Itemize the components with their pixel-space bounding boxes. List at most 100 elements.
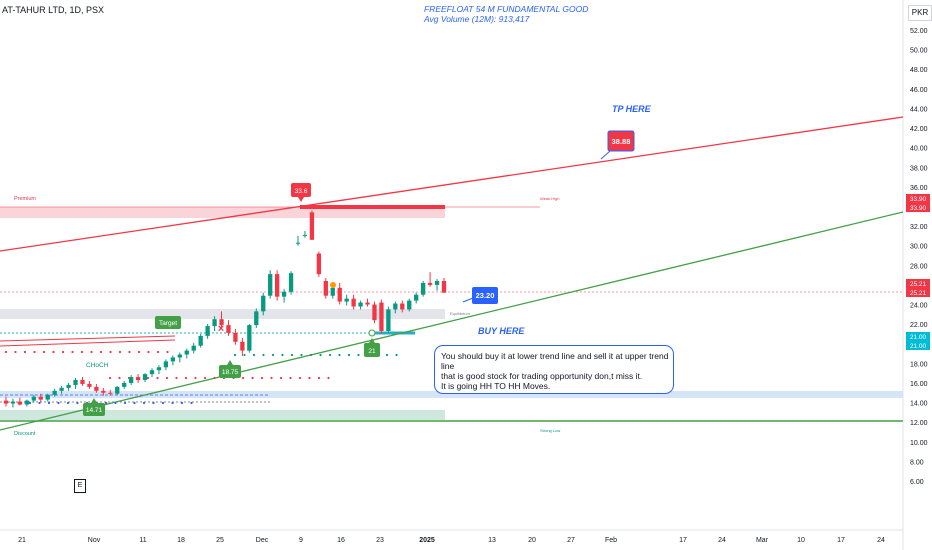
discount-label: Discount <box>14 431 36 437</box>
candle-body <box>38 396 43 400</box>
price-badge-label: 33.90 <box>910 205 927 212</box>
time-tick-label: 11 <box>139 537 146 544</box>
time-tick-label: 18 <box>177 537 185 544</box>
marker-dot <box>243 353 246 357</box>
marker-dot <box>338 353 341 357</box>
candle-body <box>351 298 356 307</box>
marker-dot <box>395 353 398 357</box>
candle-body <box>372 304 377 321</box>
callout-38-88[interactable]: 38.88 <box>600 130 635 160</box>
candle-body <box>177 354 182 358</box>
candle-body <box>73 380 78 385</box>
time-tick-label: 17 <box>679 537 687 544</box>
time-tick-label: Nov <box>88 537 101 544</box>
equilibrium-zone <box>0 309 445 319</box>
buy-point <box>368 329 376 337</box>
price-badge-label: 21.00 <box>910 343 927 350</box>
marker-dot <box>289 376 292 380</box>
choch-label: CHoCH <box>86 362 109 369</box>
earnings-marker[interactable]: E <box>74 479 86 493</box>
candle-body <box>323 280 328 296</box>
marker-dot <box>166 350 169 354</box>
price-tick-label: 40.00 <box>910 146 928 153</box>
marker-dot <box>66 401 70 405</box>
price-badge <box>906 279 930 288</box>
candle-body <box>66 384 71 388</box>
candle-body <box>170 357 176 362</box>
price-tick-label: 44.00 <box>910 106 928 113</box>
ticker-title: AT-TAHUR LTD, 1D, PSX <box>2 5 105 15</box>
candle-body <box>240 341 245 351</box>
svg-text:Target: Target <box>159 320 177 327</box>
marker-dot <box>147 350 150 354</box>
candle-body <box>59 387 64 391</box>
marker-dot <box>262 353 265 357</box>
candle-body <box>212 319 217 327</box>
marker-dot <box>114 401 117 405</box>
marker-dot <box>317 376 321 380</box>
candle-body <box>226 325 231 333</box>
price-badge <box>906 341 930 350</box>
candle-body <box>254 311 259 326</box>
candle-body <box>115 386 120 394</box>
marker-dot <box>38 401 41 405</box>
candle-body <box>420 282 426 295</box>
candle-body <box>358 302 363 307</box>
equilibrium-label: Equilibrium <box>450 311 470 316</box>
callout-23-20[interactable]: 23.20 <box>462 287 498 304</box>
marker-dot <box>109 350 112 354</box>
candle-body <box>344 298 349 302</box>
marker-dot <box>233 353 237 357</box>
marker-dot <box>281 353 284 357</box>
price-tick-label: 10.00 <box>910 440 928 447</box>
marker-dot <box>61 350 65 354</box>
marker-dot <box>33 350 36 354</box>
marker-dot <box>118 350 122 354</box>
svg-text:18.75: 18.75 <box>222 369 239 376</box>
price-badge-label: 25.21 <box>910 281 927 288</box>
price-axis-labels: 52.00 50.00 48.00 46.00 44.00 42.00 40.00 38.00… <box>910 28 928 486</box>
price-tick-label: 52.00 <box>910 28 928 35</box>
freefloat-line: FREEFLOAT 54 M FUNDAMENTAL GOOD <box>424 4 589 14</box>
price-badge <box>906 288 930 297</box>
price-badge-label: 21.00 <box>910 334 927 341</box>
candle-body <box>379 302 384 331</box>
candle-body <box>108 392 113 394</box>
currency-button[interactable]: PKR <box>908 5 932 21</box>
marker-dot <box>90 350 93 354</box>
marker-dot <box>52 350 55 354</box>
marker-dot <box>241 376 245 380</box>
price-badge <box>906 203 930 212</box>
price-badge-label: 25.21 <box>910 290 927 297</box>
buy-here-label: BUY HERE <box>478 326 525 336</box>
marker-dot <box>251 376 254 380</box>
candle-body <box>393 303 398 310</box>
candle-body <box>142 374 148 381</box>
time-tick-label: 16 <box>337 537 345 544</box>
callout-14-71: 14.71 <box>83 398 105 416</box>
candle-body <box>135 377 141 381</box>
callout-21: 21 <box>364 338 380 357</box>
candle-body <box>288 273 294 292</box>
candle-body <box>219 319 224 326</box>
candle-body <box>128 377 134 383</box>
time-tick-label: 21 <box>18 537 26 544</box>
price-tick-label: 30.00 <box>910 244 928 251</box>
price-badge <box>906 194 930 203</box>
candle-body <box>191 345 196 351</box>
candle-body <box>309 212 315 240</box>
svg-text:38.88: 38.88 <box>612 137 631 146</box>
candle-body <box>400 303 405 310</box>
candle-body <box>233 332 238 342</box>
price-badges: 33.90 33.90 25.21 25.21 21.00 21.00 <box>906 194 930 350</box>
analysis-note[interactable]: You should buy it at lower trend line an… <box>434 345 674 394</box>
marker-dot <box>279 376 283 380</box>
marker-dot <box>161 401 165 405</box>
time-tick-label: Mar <box>756 537 769 544</box>
time-tick-label: 24 <box>877 537 885 544</box>
premium-zone <box>0 207 445 218</box>
support-band <box>0 391 903 398</box>
candle-body <box>205 326 210 336</box>
price-tick-label: 50.00 <box>910 48 928 55</box>
